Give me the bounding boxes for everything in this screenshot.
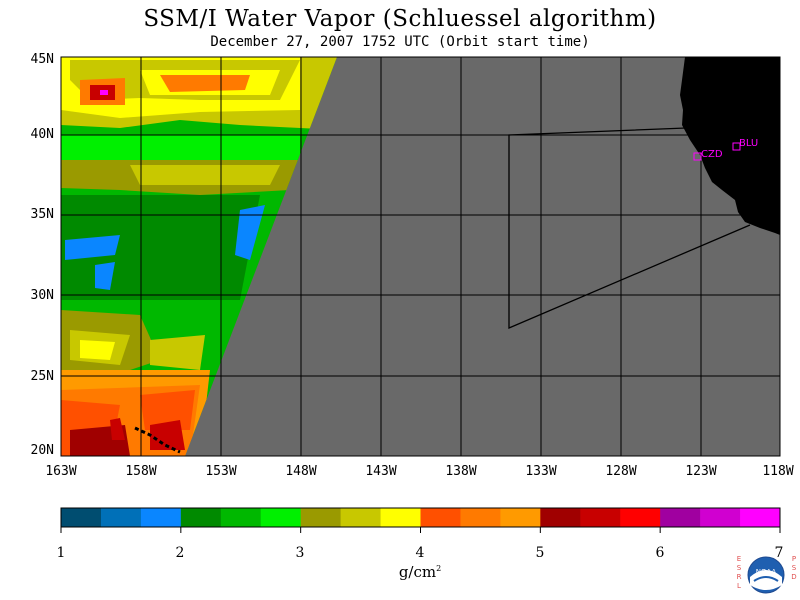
colorbar-swatch <box>140 508 182 527</box>
colorbar-tick-6: 6 <box>655 545 665 561</box>
units-exponent: 2 <box>436 564 442 573</box>
colorbar-swatch <box>300 508 342 527</box>
colorbar-swatch <box>540 508 581 527</box>
lon-label-163w: 163W <box>45 464 77 479</box>
colorbar-swatch <box>460 508 501 527</box>
lat-label-20n: 20N <box>30 443 54 458</box>
colorbar-swatch <box>740 508 781 527</box>
lat-label-45n: 45N <box>30 52 54 67</box>
map-frame <box>60 56 781 457</box>
lon-label-123w: 123W <box>685 464 717 479</box>
colorbar-swatch <box>61 508 102 527</box>
lon-label-143w: 143W <box>365 464 397 479</box>
lon-label-138w: 138W <box>445 464 477 479</box>
lon-label-133w: 133W <box>525 464 557 479</box>
lon-label-158w: 158W <box>125 464 157 479</box>
colorbar-tick-4: 4 <box>415 545 425 561</box>
lat-label-35n: 35N <box>30 207 54 222</box>
map-subtitle: December 27, 2007 1752 UTC (Orbit start … <box>210 34 590 50</box>
lat-label-25n: 25N <box>30 369 54 384</box>
lon-label-128w: 128W <box>605 464 637 479</box>
colorbar-tick-7: 7 <box>774 545 784 561</box>
colorbar-swatch <box>100 508 142 527</box>
colorbar-swatch <box>660 508 701 527</box>
colorbar-swatch <box>260 508 302 527</box>
station-czd-label: CZD <box>701 149 723 160</box>
colorbar-swatch <box>500 508 541 527</box>
colorbar-swatch <box>700 508 741 527</box>
station-czd: CZD <box>693 149 723 161</box>
noaa-logo-text: NOAA <box>756 568 777 576</box>
lon-label-118w: 118W <box>762 464 794 479</box>
colorbar-units: g/cm2 <box>399 563 441 581</box>
station-blu-label: BLU <box>739 138 758 149</box>
units-text: g/cm <box>398 563 437 581</box>
colorbar-swatch <box>340 508 382 527</box>
land-west-coast <box>680 57 780 235</box>
lon-label-148w: 148W <box>285 464 317 479</box>
colorbar-tick-2: 2 <box>175 545 185 561</box>
lat-label-40n: 40N <box>30 127 54 142</box>
colorbar-swatch <box>580 508 621 527</box>
station-blu: BLU <box>732 138 758 151</box>
colorbar-tick-1: 1 <box>56 545 66 561</box>
grid-lines <box>61 57 780 456</box>
station-blu-marker <box>732 142 741 151</box>
colorbar-swatch <box>420 508 461 527</box>
colorbar-swatch <box>220 508 262 527</box>
map-title: SSM/I Water Vapor (Schluessel algorithm) <box>143 6 657 32</box>
station-czd-marker <box>693 152 702 161</box>
colorbar-swatch <box>620 508 661 527</box>
region-outline <box>508 127 751 329</box>
colorbar <box>60 507 781 533</box>
colorbar-tick-5: 5 <box>535 545 545 561</box>
colorbar-tick-3: 3 <box>295 545 305 561</box>
colorbar-swatch <box>380 508 421 527</box>
noaa-logo-icon: NOAA <box>747 556 785 594</box>
lon-label-153w: 153W <box>205 464 237 479</box>
lat-label-30n: 30N <box>30 288 54 303</box>
colorbar-swatch <box>180 508 222 527</box>
